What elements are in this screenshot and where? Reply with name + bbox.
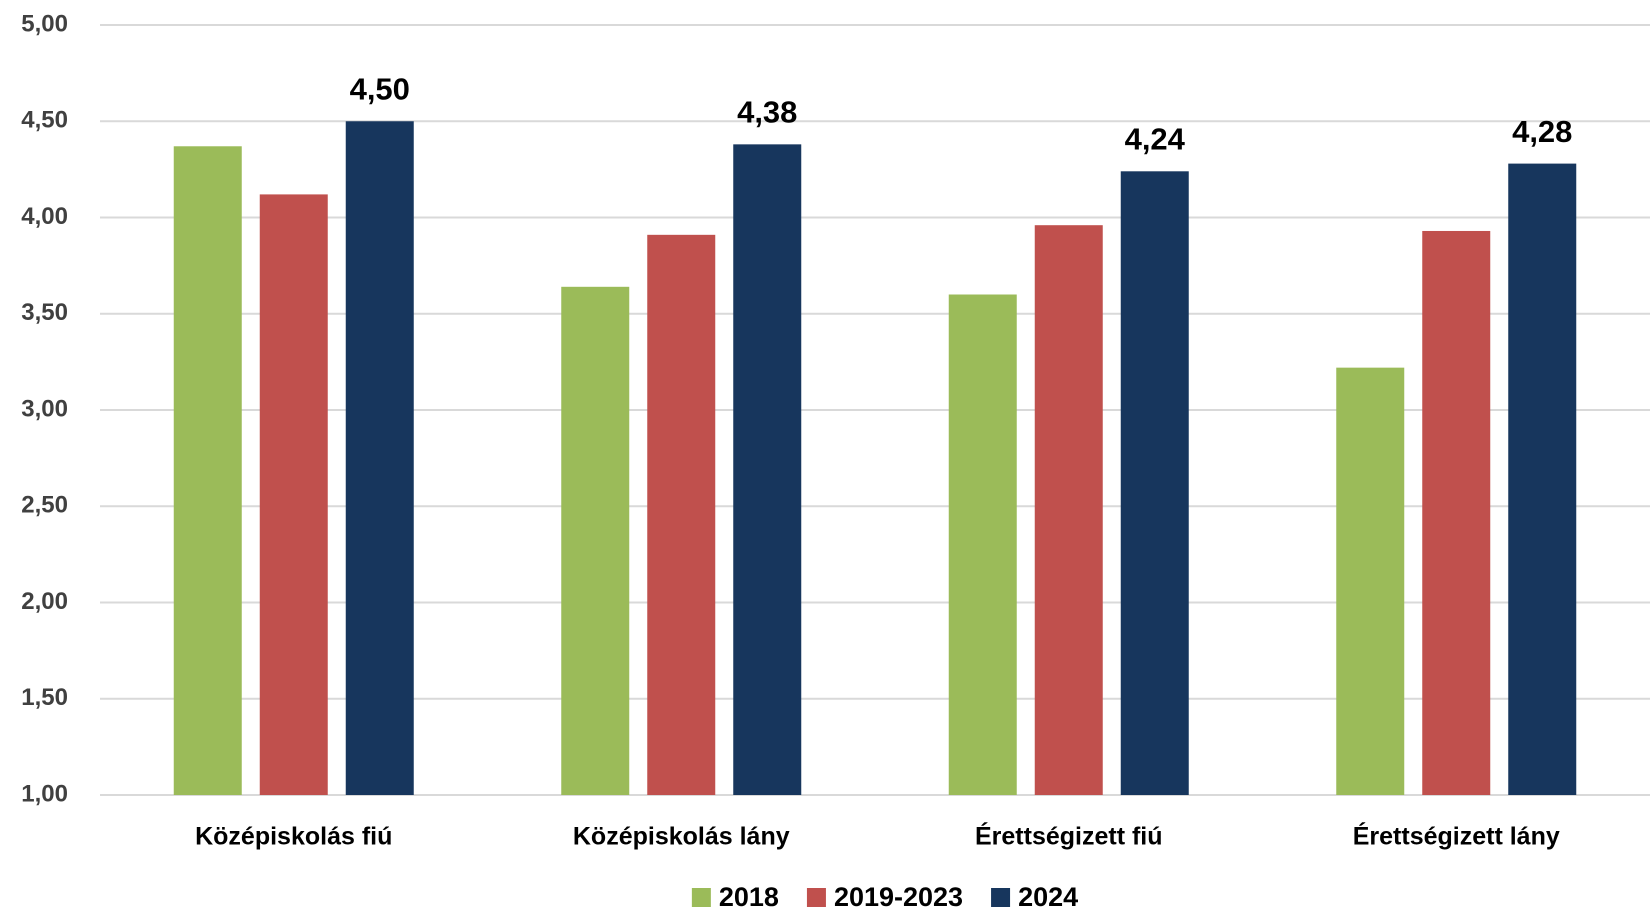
bar (259, 194, 328, 795)
legend-swatch (806, 888, 826, 907)
bar (1034, 225, 1103, 795)
y-tick-label: 1,50 (21, 684, 68, 711)
x-tick-label: Érettségizett fiú (975, 822, 1163, 851)
value-label: 4,28 (1512, 114, 1572, 149)
value-label: 4,24 (1125, 121, 1186, 156)
y-tick-label: 4,00 (21, 203, 68, 230)
y-tick-label: 3,50 (21, 299, 68, 326)
legend-label: 2019-2023 (834, 882, 963, 911)
bar (173, 146, 242, 795)
y-tick-label: 4,50 (21, 107, 68, 134)
bar (647, 234, 716, 795)
bar (733, 144, 802, 796)
bar (561, 286, 630, 795)
legend-swatch (691, 888, 711, 907)
legend-label: 2024 (1018, 882, 1078, 911)
x-tick-label: Érettségizett lány (1353, 822, 1560, 851)
bar (1422, 230, 1491, 796)
x-tick-label: Középiskolás fiú (195, 823, 392, 851)
value-label: 4,38 (737, 95, 797, 130)
value-label: 4,50 (350, 71, 410, 106)
bar (1120, 171, 1189, 796)
y-tick-label: 1,00 (21, 780, 68, 807)
y-tick-label: 5,00 (21, 10, 68, 37)
bar (345, 121, 414, 795)
legend-label: 2018 (719, 882, 779, 911)
bar (948, 294, 1017, 795)
x-tick-label: Középiskolás lány (573, 823, 790, 851)
y-tick-label: 3,00 (21, 395, 68, 422)
y-tick-label: 2,50 (21, 492, 68, 519)
legend-swatch (991, 888, 1011, 907)
y-tick-label: 2,00 (21, 588, 68, 615)
bar (1508, 163, 1577, 796)
bar (1336, 367, 1405, 795)
legend: 2018 2019-2023 2024 (691, 882, 1078, 911)
